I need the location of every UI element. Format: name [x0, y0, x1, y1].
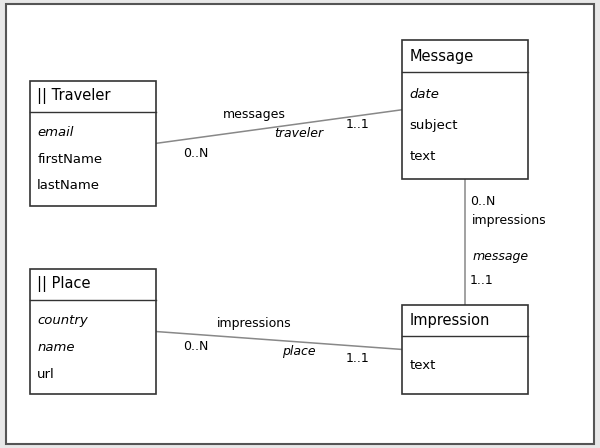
- Text: lastName: lastName: [37, 179, 100, 193]
- Bar: [402, 40, 528, 179]
- Text: 0..N: 0..N: [184, 147, 209, 160]
- Text: 0..N: 0..N: [470, 195, 495, 208]
- Text: place: place: [282, 345, 316, 358]
- Text: impressions: impressions: [472, 214, 547, 227]
- Text: messages: messages: [223, 108, 286, 121]
- Text: country: country: [37, 314, 88, 327]
- Text: date: date: [409, 88, 439, 101]
- Text: 1..1: 1..1: [346, 352, 370, 365]
- Text: 0..N: 0..N: [184, 340, 209, 353]
- Text: 1..1: 1..1: [470, 274, 494, 287]
- Text: firstName: firstName: [37, 152, 103, 166]
- Bar: [30, 269, 156, 394]
- Bar: [402, 305, 528, 394]
- Text: subject: subject: [409, 119, 458, 132]
- Text: impressions: impressions: [217, 317, 292, 330]
- Text: 1..1: 1..1: [346, 118, 370, 131]
- Text: text: text: [409, 358, 436, 372]
- Text: name: name: [37, 340, 75, 354]
- Text: || Place: || Place: [37, 276, 91, 293]
- Bar: [30, 81, 156, 206]
- Text: text: text: [409, 150, 436, 163]
- Text: traveler: traveler: [274, 126, 323, 140]
- Text: message: message: [472, 250, 529, 263]
- Text: email: email: [37, 125, 74, 139]
- Text: Message: Message: [409, 48, 473, 64]
- Text: url: url: [37, 367, 55, 381]
- Text: Impression: Impression: [409, 313, 490, 328]
- Text: || Traveler: || Traveler: [37, 88, 111, 104]
